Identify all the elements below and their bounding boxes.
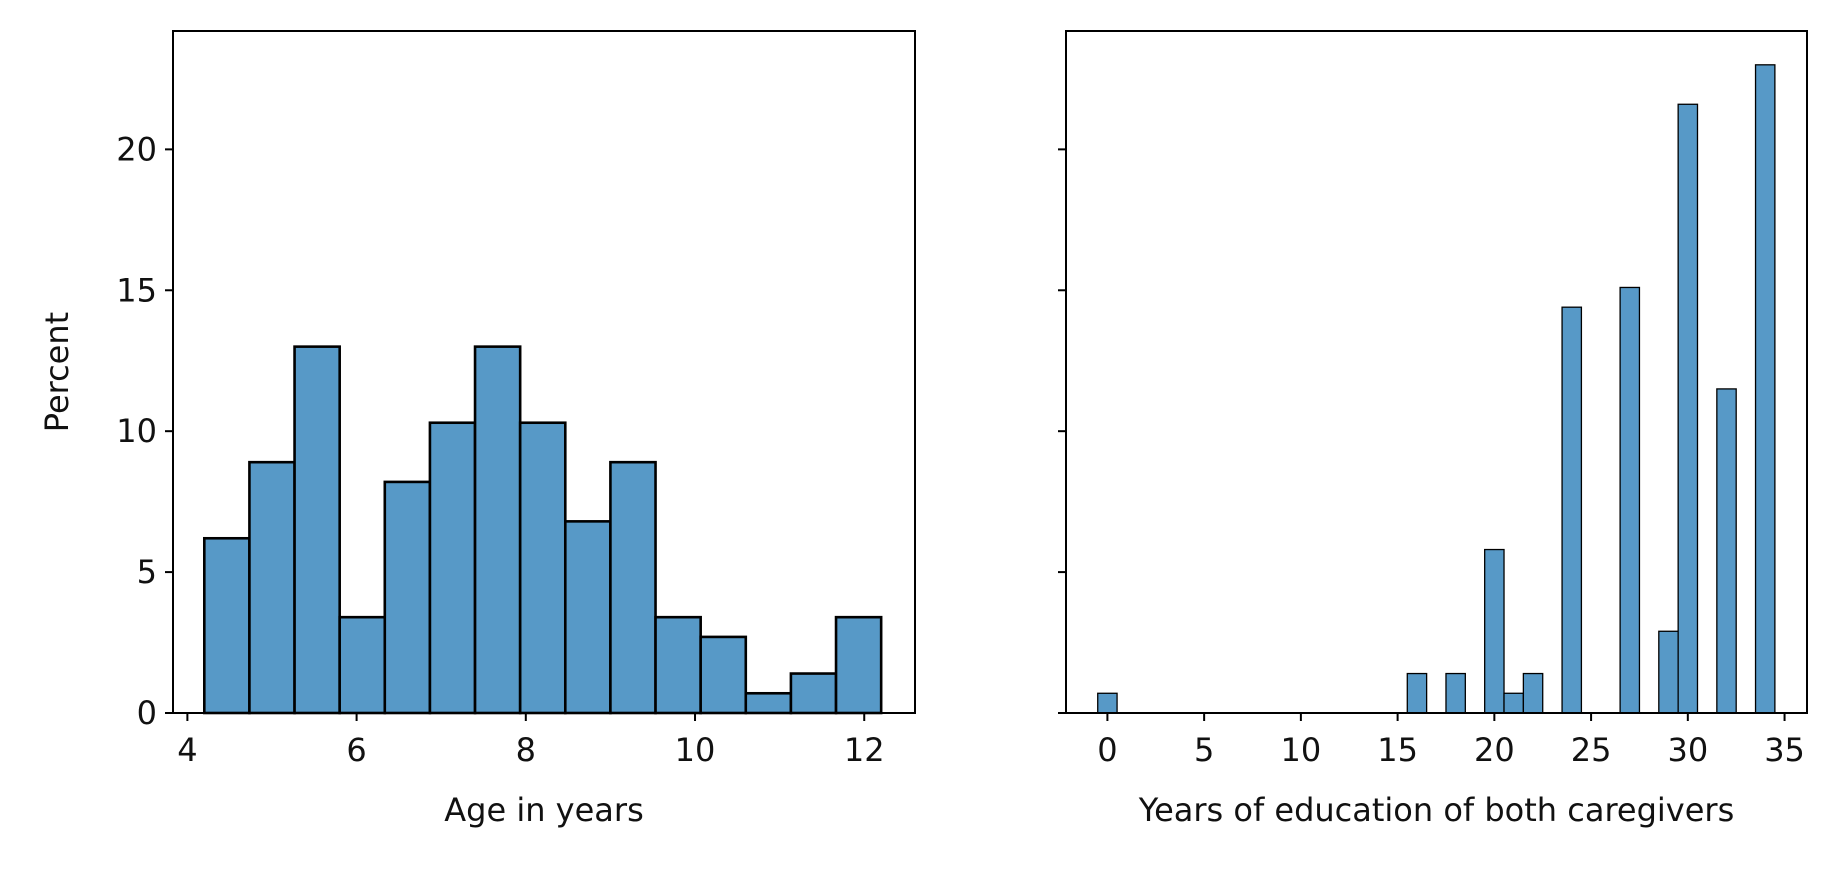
- bar: [1484, 548, 1505, 714]
- bar: [1097, 692, 1118, 714]
- bar: [428, 421, 477, 715]
- axes-frame: [172, 30, 916, 714]
- y-tick-label: 15: [116, 271, 157, 309]
- histogram-panel: 4 6 8 10 12 0 5 10 15 20 Age in years Percent: [38, 30, 916, 829]
- bar: [1561, 306, 1583, 714]
- x-tick-label: 12: [844, 731, 885, 769]
- bar: [1619, 286, 1641, 714]
- y-axis-label: Percent: [38, 312, 76, 432]
- y-tick-label: 20: [116, 130, 157, 168]
- bar: [1658, 630, 1679, 714]
- y-tick-label: 10: [116, 412, 157, 450]
- bar: [1406, 672, 1428, 714]
- bar: [1754, 64, 1776, 714]
- bar: [563, 520, 612, 715]
- bar: [654, 615, 702, 715]
- bar: [1503, 692, 1525, 714]
- bar: [383, 480, 432, 715]
- bar: [293, 345, 341, 715]
- x-tick-label: 10: [1281, 731, 1322, 769]
- x-tick-label: 35: [1764, 731, 1805, 769]
- x-tick-label: 25: [1571, 731, 1612, 769]
- bar: [1716, 388, 1737, 714]
- bar: [609, 460, 657, 715]
- x-axis-label: Years of education of both caregivers: [1138, 791, 1734, 829]
- bar: [789, 672, 838, 715]
- bar: [518, 421, 567, 715]
- x-tick-label: 4: [177, 731, 197, 769]
- bar: [1522, 672, 1544, 714]
- x-tick-label: 10: [675, 731, 716, 769]
- x-tick-label: 30: [1667, 731, 1708, 769]
- x-tick-label: 0: [1097, 731, 1117, 769]
- x-tick-label: 8: [516, 731, 536, 769]
- bar: [744, 691, 793, 715]
- bar: [699, 635, 748, 715]
- bar: [473, 345, 522, 715]
- x-tick-label: 15: [1377, 731, 1418, 769]
- axes-frame: [1065, 30, 1808, 714]
- x-tick-label: 6: [346, 731, 366, 769]
- bar: [1677, 103, 1699, 714]
- histogram-panel: 0 5 10 15 20 25 30 35 Years of education of both…: [1058, 30, 1808, 829]
- bar: [203, 536, 251, 715]
- bar: [834, 615, 883, 715]
- bar: [338, 615, 387, 715]
- bar: [1445, 672, 1466, 714]
- x-tick-label: 5: [1194, 731, 1214, 769]
- bar: [248, 460, 296, 715]
- y-tick-label: 0: [137, 694, 157, 732]
- x-axis-label: Age in years: [444, 791, 643, 829]
- y-tick-label: 5: [137, 553, 157, 591]
- x-tick-label: 20: [1474, 731, 1515, 769]
